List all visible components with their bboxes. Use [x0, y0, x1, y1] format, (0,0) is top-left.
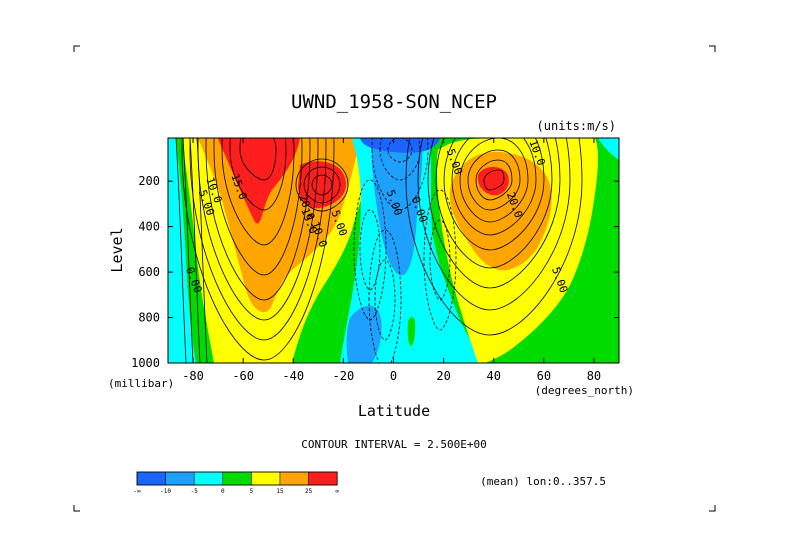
contour-region	[298, 161, 346, 209]
contour-region	[346, 305, 382, 363]
contour-line	[423, 189, 457, 331]
contour-line	[189, 138, 327, 341]
colorbar-segment	[136, 471, 166, 486]
contour-line	[405, 138, 583, 336]
contour-line	[181, 138, 335, 361]
y-axis: 200 400 600 800 1000	[131, 174, 619, 370]
colorbar-segment	[222, 471, 252, 486]
contour-line	[213, 138, 303, 276]
colorbar: -∞ -10 -5 0 5 15 25 ∞	[133, 471, 339, 495]
colorbar-tick-label: -10	[160, 488, 171, 495]
contour-interval-label: CONTOUR INTERVAL = 2.500E+00	[301, 438, 486, 451]
contour-line	[221, 138, 295, 246]
contour-line	[387, 138, 413, 163]
contour-line	[379, 138, 421, 181]
contour-line	[417, 138, 571, 311]
x-tick-label: 0	[390, 369, 397, 383]
colorbar-tick-label: 15	[276, 488, 284, 495]
contour-line	[175, 138, 187, 363]
contour-region	[218, 138, 300, 224]
y-tick-label: 400	[138, 220, 160, 234]
contour-line	[368, 229, 402, 363]
x-tick-label: 20	[436, 369, 450, 383]
colorbar-tick-label: -5	[191, 488, 199, 495]
units-label: (units:m/s)	[537, 119, 616, 133]
contour-line	[374, 259, 396, 341]
contour-line	[303, 166, 341, 204]
contour-line	[189, 138, 201, 363]
x-axis-label: Latitude	[358, 402, 430, 420]
colorbar-tick-label: -∞	[133, 488, 141, 495]
contour-region	[168, 138, 196, 363]
contour-line	[427, 138, 561, 289]
x-units-label: (degrees_north)	[535, 384, 634, 397]
contour-line	[205, 138, 311, 301]
x-axis: -80 -60 -40 -20 0 20 40 60 80	[182, 138, 601, 383]
contour-region	[407, 316, 416, 346]
colorbar-segment	[279, 471, 309, 486]
mean-label: (mean) lon:0..357.5	[480, 475, 606, 488]
colorbar-tick-label: 25	[305, 488, 313, 495]
contour-line	[443, 138, 545, 251]
contour-line	[353, 179, 387, 321]
contour-line	[359, 209, 381, 291]
colorbar-segment	[193, 471, 224, 486]
x-tick-label: -40	[282, 369, 304, 383]
contour-line	[239, 138, 277, 181]
x-tick-label: -80	[182, 369, 204, 383]
contour-region	[372, 138, 423, 276]
colorbar-tick-label: ∞	[335, 488, 339, 495]
x-tick-label: -60	[232, 369, 254, 383]
colorbar-segment	[308, 471, 338, 486]
contour-line	[459, 138, 529, 223]
y-tick-label: 600	[138, 265, 160, 279]
y-tick-label: 800	[138, 311, 160, 325]
contour-region	[449, 151, 552, 271]
x-tick-label: 80	[587, 369, 601, 383]
contour-lines	[175, 138, 583, 363]
contour-line	[475, 159, 513, 201]
contour-line	[229, 138, 287, 211]
colorbar-segment	[165, 471, 195, 486]
contour-region	[598, 138, 619, 160]
colorbar-tick-label: 0	[221, 488, 225, 495]
contour-line	[483, 169, 505, 191]
chart-title: UWND_1958-SON_NCEP	[291, 91, 497, 113]
y-units-label: (millibar)	[108, 377, 174, 390]
x-tick-label: 60	[537, 369, 551, 383]
x-tick-label: 40	[486, 369, 500, 383]
y-tick-label: 1000	[131, 356, 160, 370]
contour-line	[311, 174, 333, 196]
contour-line	[429, 219, 451, 301]
colorbar-tick-label: 5	[250, 488, 254, 495]
crop-marks	[73, 45, 716, 512]
colorbar-segment	[251, 471, 281, 486]
x-tick-label: -20	[333, 369, 355, 383]
contour-line	[467, 149, 521, 211]
contour-line	[197, 138, 319, 321]
colorbar-frame	[136, 471, 338, 486]
contour-line	[451, 138, 537, 236]
contour-line	[295, 158, 349, 212]
contour-line	[196, 138, 208, 363]
y-axis-label: Level	[108, 227, 126, 272]
contour-line	[371, 138, 429, 211]
y-tick-label: 200	[138, 174, 160, 188]
contour-line	[182, 138, 194, 363]
contour-line	[435, 138, 553, 269]
